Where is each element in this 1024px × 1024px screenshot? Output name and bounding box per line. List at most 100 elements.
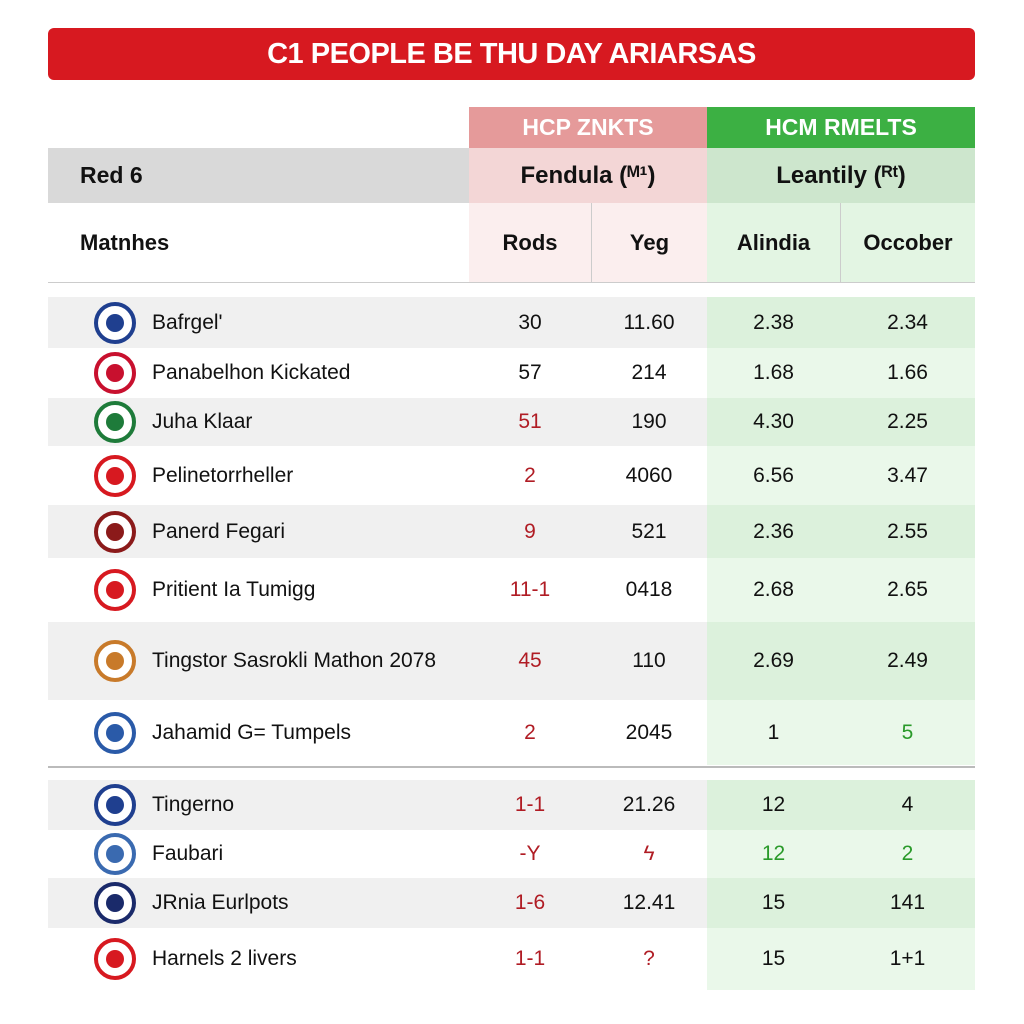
team-name: Panabelhon Kickated <box>152 361 351 384</box>
cell: 11.60 <box>623 310 675 334</box>
title: C1 PEOPLE BE THU DAY ARIARSAS <box>267 37 756 70</box>
cell: 5 <box>901 720 914 744</box>
row-bg <box>707 348 975 398</box>
rule <box>48 282 975 283</box>
row-bg <box>48 348 707 398</box>
row-bg <box>707 558 975 622</box>
row-bg <box>48 878 707 928</box>
row-bg <box>48 558 707 622</box>
team-name: Bafrgel' <box>152 310 223 334</box>
row-bg <box>707 446 975 505</box>
row-bg <box>707 398 975 446</box>
team-logo-center <box>106 413 124 431</box>
team-logo-center <box>106 364 124 382</box>
cell: 12.41 <box>622 891 676 914</box>
team-logo <box>94 454 136 497</box>
cell: 11-1 <box>509 578 551 601</box>
row-bg <box>707 297 975 348</box>
cell: 1 <box>767 720 780 744</box>
row-bg <box>707 878 975 928</box>
cell: 2.65 <box>887 578 928 601</box>
sub-header: Fendula (ᴹ¹) <box>469 148 707 203</box>
cell: 9 <box>524 519 536 543</box>
row-bg <box>48 446 707 505</box>
cell: 2 <box>524 463 536 487</box>
team-logo-center <box>106 796 124 814</box>
cell: 1-6 <box>514 891 546 914</box>
cell: 214 <box>631 361 667 384</box>
cell: 4060 <box>625 463 673 487</box>
cell: 2.55 <box>887 519 928 543</box>
cell: 190 <box>631 410 667 433</box>
cell: 4 <box>901 793 914 816</box>
team-logo-center <box>106 313 124 332</box>
cell: 2 <box>901 842 914 865</box>
title-bar: C1 PEOPLE BE THU DAY ARIARSAS <box>48 28 975 80</box>
row-bg <box>48 505 707 558</box>
cell: 2.38 <box>753 310 794 334</box>
cell: 110 <box>632 649 666 672</box>
team-name: Harnels 2 livers <box>152 947 297 970</box>
sub-header: Red 6 <box>48 148 469 203</box>
team-logo-center <box>106 845 124 863</box>
cell: 15 <box>761 891 786 914</box>
cell: 0418 <box>625 578 673 601</box>
sub-header: Leantily (ᴿᵗ) <box>707 148 975 203</box>
row-bg <box>48 928 707 990</box>
row-bg <box>48 398 707 446</box>
column-header: Alindia <box>707 203 840 282</box>
cell: 1.68 <box>753 361 794 384</box>
team-name: Juha Klaar <box>152 410 253 433</box>
cell: ϟ <box>643 842 655 865</box>
cell: 12 <box>761 842 786 865</box>
team-name: Pelinetorrheller <box>152 463 294 487</box>
row-bg <box>707 928 975 990</box>
team-name: Tingstor Sasrokli Mathon 2078 <box>152 649 437 672</box>
row-bg <box>48 780 707 830</box>
team-logo-center <box>106 652 124 670</box>
group-header: HCP ZNKTS <box>469 107 707 148</box>
cell: 2 <box>524 720 536 744</box>
rule <box>591 210 592 282</box>
column-header: Occober <box>840 203 975 282</box>
team-logo <box>94 301 136 344</box>
cell: 521 <box>631 519 667 543</box>
separator <box>48 766 975 768</box>
row-bg <box>48 622 707 700</box>
column-header: Rods <box>469 203 591 282</box>
team-name: Pritient Ia Tumigg <box>152 578 316 601</box>
team-logo <box>94 510 136 553</box>
cell: 51 <box>518 410 542 433</box>
cell: 2.49 <box>887 649 928 672</box>
cell: 2045 <box>625 720 673 744</box>
cell: 2.25 <box>887 410 928 433</box>
cell: 2.36 <box>753 519 794 543</box>
team-logo-center <box>106 894 124 912</box>
column-header: Matnhes <box>48 203 469 282</box>
column-header: Yeg <box>591 203 707 282</box>
cell: 21.26 <box>622 793 676 816</box>
team-logo-center <box>106 522 124 541</box>
team-name: Faubari <box>152 842 224 865</box>
cell: 2.34 <box>887 310 928 334</box>
cell: 45 <box>518 649 542 672</box>
row-bg <box>48 297 707 348</box>
cell: 1+1 <box>889 947 926 970</box>
cell: 2.69 <box>753 649 794 672</box>
cell: 30 <box>518 310 542 334</box>
row-bg <box>707 780 975 830</box>
row-bg <box>707 700 975 765</box>
team-name: Jahamid G= Tumpels <box>152 720 352 744</box>
row-bg <box>707 505 975 558</box>
cell: 4.30 <box>753 410 794 433</box>
cell: ? <box>643 947 655 970</box>
team-name: Panerd Fegari <box>152 519 286 543</box>
row-bg <box>707 622 975 700</box>
row-bg <box>48 830 707 878</box>
cell: 1-1 <box>514 947 546 970</box>
team-logo-center <box>106 950 124 968</box>
cell: 6.56 <box>753 463 794 487</box>
team-logo <box>94 784 136 826</box>
row-bg <box>707 830 975 878</box>
